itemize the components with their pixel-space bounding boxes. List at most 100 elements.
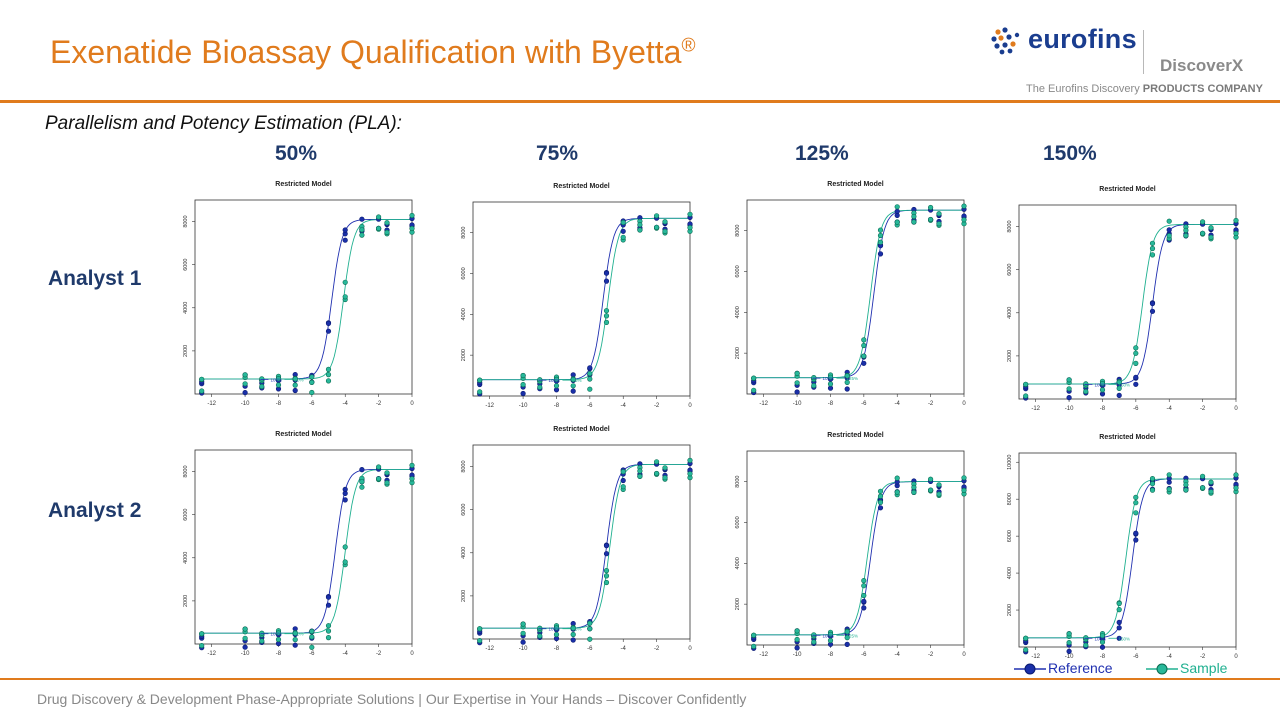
sample-point [1149, 240, 1156, 246]
plot-frame [194, 199, 413, 395]
plot-frame [1018, 204, 1237, 400]
sample-point [1183, 487, 1189, 493]
sample-point [1183, 232, 1189, 239]
reference-point [570, 637, 576, 643]
sample-curve [478, 217, 690, 381]
sample-point [1083, 635, 1089, 641]
sample-point [1066, 631, 1072, 637]
sample-point [877, 239, 884, 245]
reference-point [1133, 374, 1139, 380]
sample-point [827, 374, 834, 380]
x-tick-label: -12 [1031, 654, 1040, 660]
mini-legend-sample-label: 50% [294, 377, 303, 382]
sample-point [961, 217, 967, 223]
x-tick-label: -10 [241, 401, 250, 407]
sample-point [936, 491, 942, 497]
sample-point [587, 376, 593, 382]
sample-point [936, 482, 942, 488]
mini-legend-reference-label: 100% [822, 633, 834, 638]
reference-point [620, 228, 626, 234]
x-tick-label: -6 [309, 401, 315, 407]
reference-point [894, 208, 900, 215]
y-tick-label: 6000 [1007, 530, 1013, 542]
sample-point [1133, 510, 1139, 516]
sample-point [570, 631, 576, 638]
mini-legend-reference-label: 100% [270, 632, 282, 637]
eurofins-logo: eurofins DiscoverX The Eurofins Discover… [990, 22, 1263, 102]
reference-curve [478, 463, 690, 629]
sample-point [409, 462, 415, 469]
reference-point [325, 602, 332, 608]
chart-panel-a1-125: Restricted Model -12 -10 -8 -6 -4 -2 0 2000 4000 6… [722, 176, 972, 414]
reference-point [861, 598, 867, 604]
sample-point [1099, 639, 1106, 645]
sample-point [794, 636, 800, 643]
sample-point [1083, 381, 1089, 387]
reference-point [1116, 635, 1122, 641]
sample-point [603, 579, 610, 586]
chart-title: Restricted Model [275, 181, 331, 188]
y-tick-label: 8000 [183, 215, 189, 227]
mini-legend-reference-label: 100% [1094, 636, 1106, 641]
x-tick-label: -10 [793, 652, 802, 658]
x-tick-label: 0 [410, 651, 414, 657]
x-tick-label: -8 [828, 652, 834, 658]
sample-point [687, 211, 693, 217]
sample-point [751, 632, 757, 638]
x-tick-label: 0 [1234, 406, 1238, 412]
reference-point [1166, 227, 1172, 233]
column-header-50: 50% [275, 142, 318, 165]
sample-point [662, 475, 668, 481]
sample-point [520, 382, 526, 388]
sample-point [751, 643, 757, 649]
plot-frame [746, 199, 965, 395]
sample-point [928, 487, 934, 493]
reference-point [603, 551, 610, 557]
x-tick-label: -12 [207, 651, 216, 657]
x-tick-label: -2 [376, 651, 382, 657]
sample-point [861, 578, 867, 584]
sample-point [520, 621, 526, 627]
chart-panel-a2-125: Restricted Model -12 -10 -8 -6 -4 -2 0 2000 4000 6… [722, 427, 972, 665]
sample-point [1233, 472, 1239, 478]
chart-svg: Restricted Model -12 -10 -8 -6 -4 -2 0 2000 4000 6… [735, 181, 967, 407]
reference-point [603, 270, 610, 276]
sample-point [384, 480, 390, 486]
reference-point [620, 477, 626, 484]
sample-point [654, 213, 660, 219]
chart-svg: Restricted Model -12 -10 -8 -6 -4 -2 0 2000 4000 6… [183, 431, 415, 657]
page-title: Exenatide Bioassay Qualification with By… [50, 34, 696, 70]
reference-point [325, 594, 332, 600]
sample-point [894, 475, 900, 481]
sample-point [553, 631, 560, 638]
reference-point [342, 497, 348, 503]
y-tick-label: 6000 [183, 259, 189, 271]
reference-point [603, 278, 610, 284]
reference-point [1133, 530, 1139, 536]
reference-point [359, 216, 365, 222]
reference-point [1066, 648, 1072, 654]
sample-point [1023, 381, 1029, 387]
sample-point [1133, 360, 1139, 366]
y-tick-label: 4000 [183, 302, 189, 314]
y-tick-label: 8000 [461, 460, 467, 472]
x-tick-label: 0 [962, 652, 966, 658]
column-header-125: 125% [795, 142, 849, 165]
mini-legend-reference-label: 100% [822, 376, 834, 381]
sample-point [309, 634, 315, 640]
mini-legend-sample-label: 150% [1118, 636, 1130, 641]
legend-sample-label: Sample [1180, 660, 1228, 676]
mini-legend-sample-label: 150% [1118, 382, 1130, 387]
reference-point [1099, 644, 1106, 650]
sample-point [654, 459, 660, 465]
sample-point [620, 234, 626, 240]
eurofins-dots-icon [991, 27, 1020, 55]
sample-point [620, 484, 626, 490]
y-tick-label: 8000 [735, 225, 741, 237]
sample-point [342, 279, 348, 285]
reference-point [242, 390, 248, 396]
sample-point [384, 220, 390, 226]
sample-point [637, 473, 643, 480]
sample-point [199, 631, 205, 637]
legend-reference-label: Reference [1048, 660, 1113, 676]
